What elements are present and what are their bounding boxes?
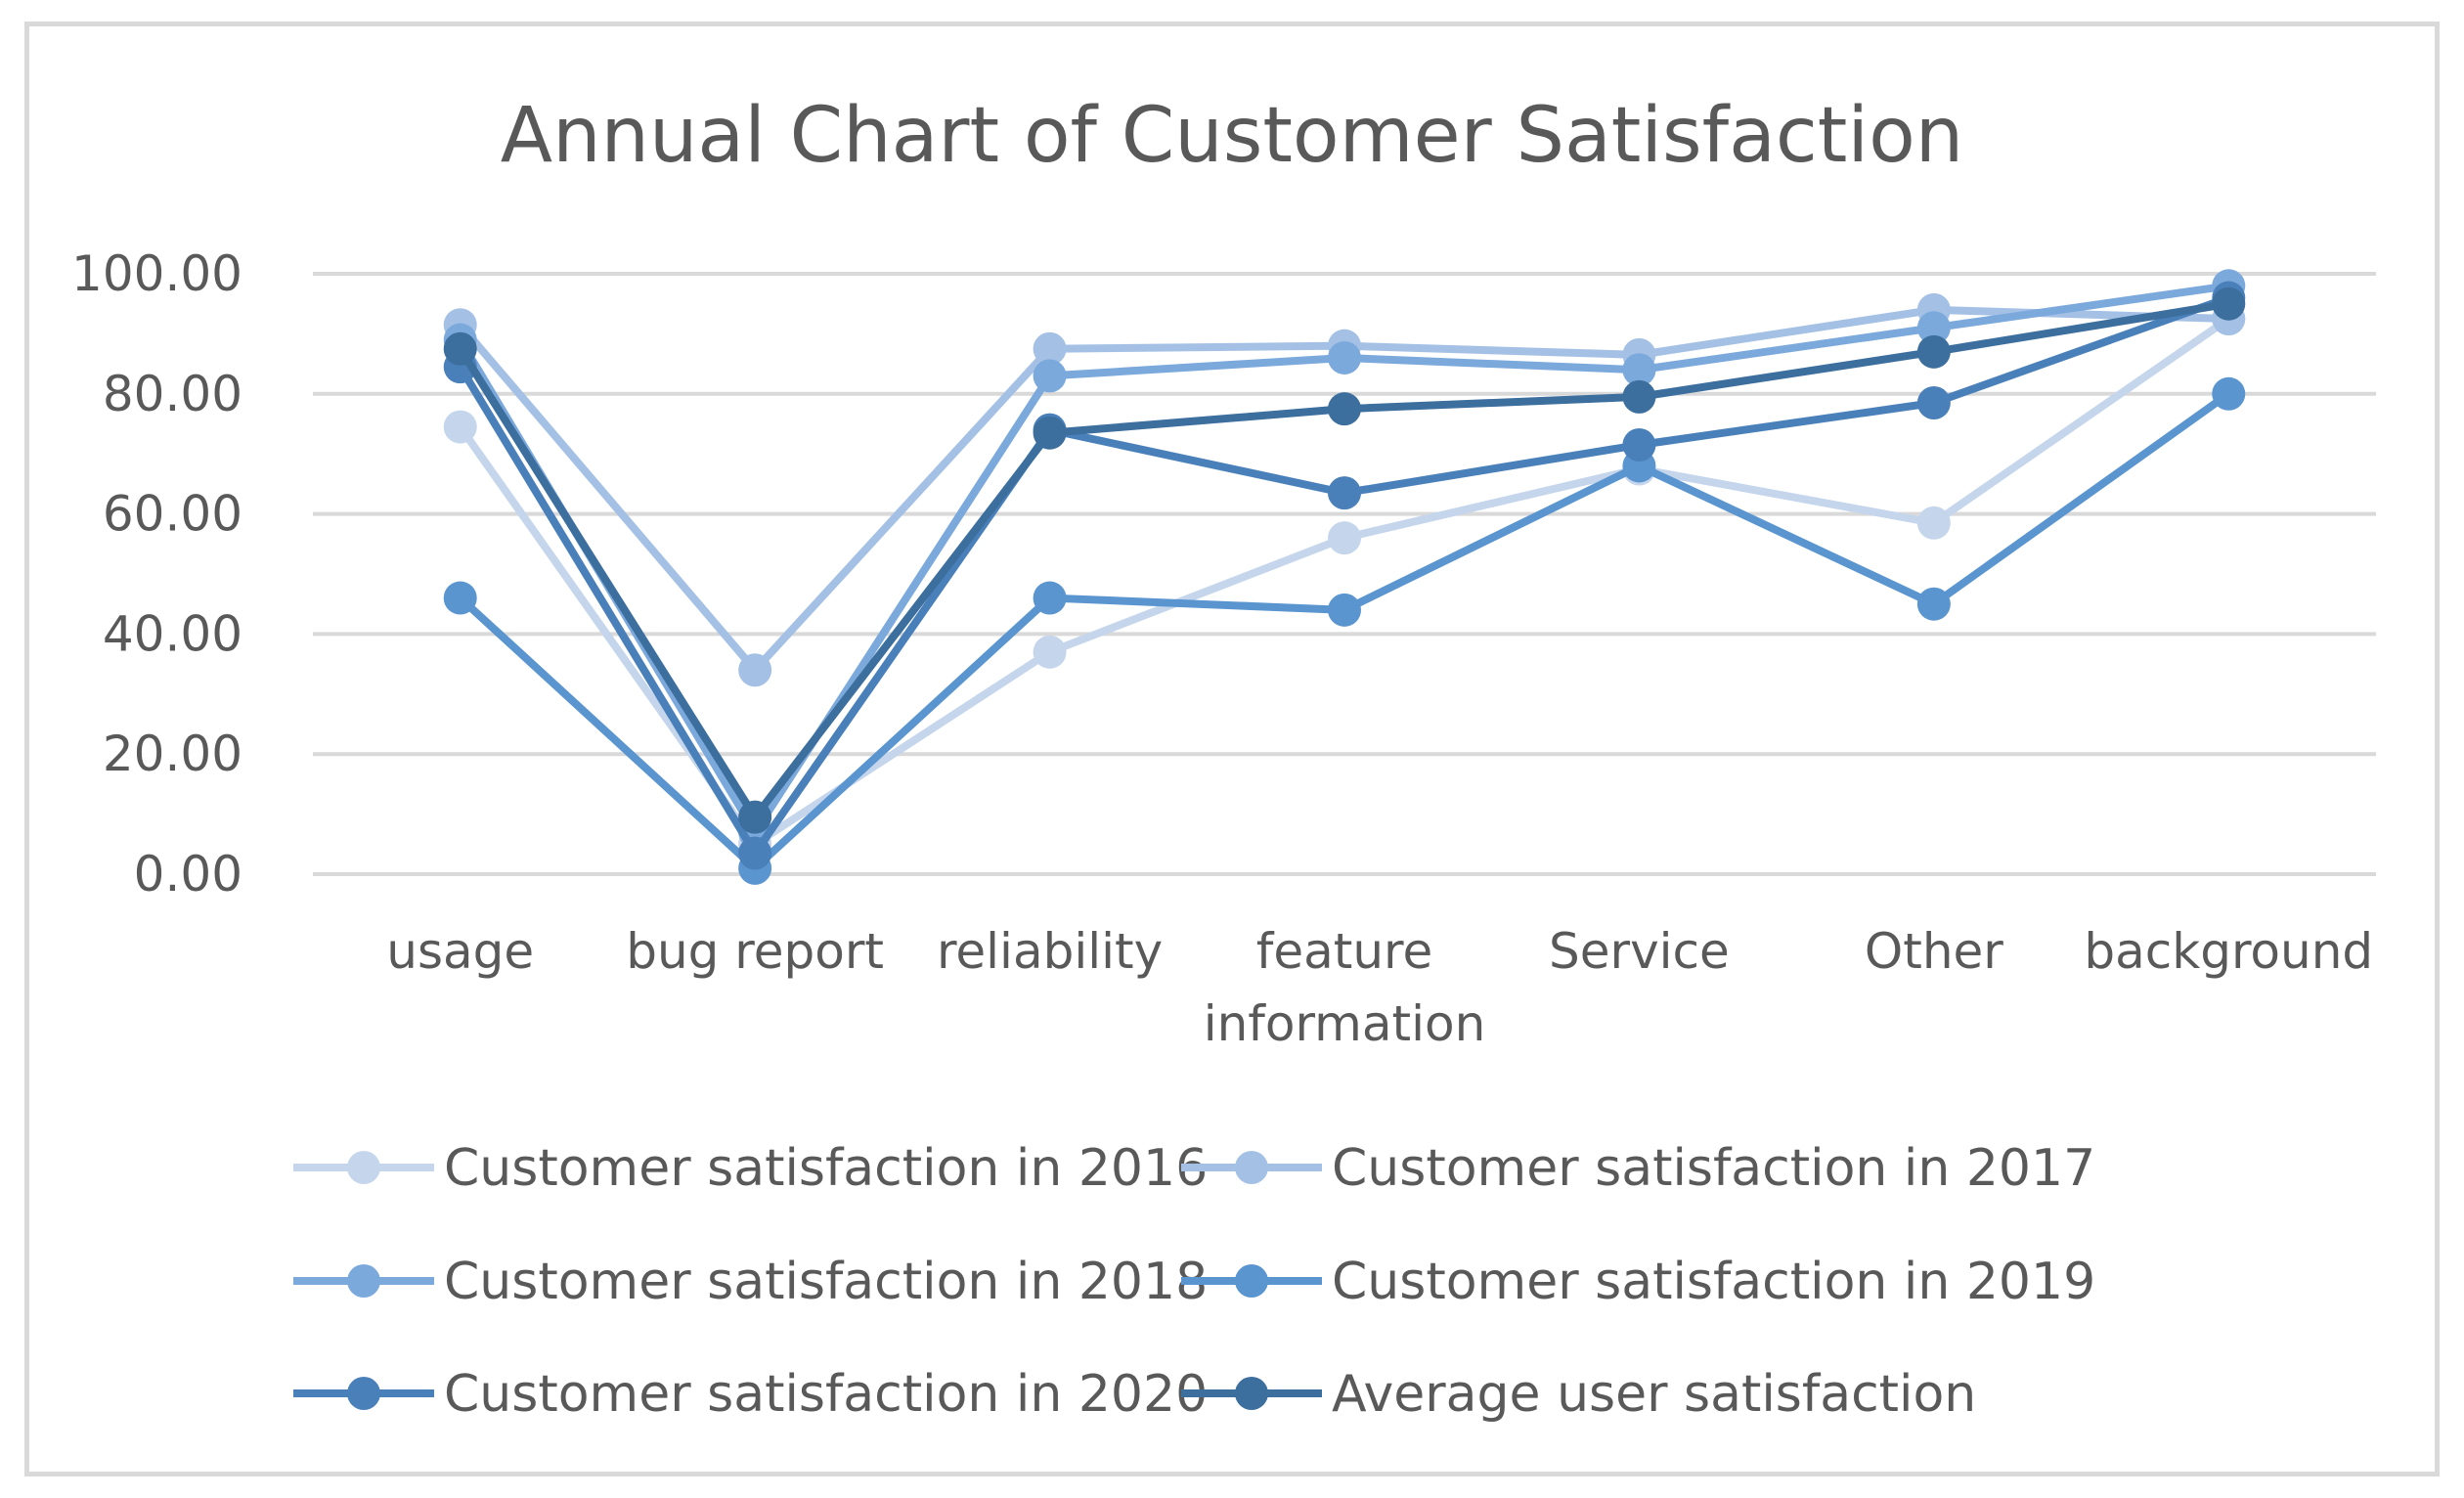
legend-marker — [1235, 1264, 1268, 1298]
legend-label: Customer satisfaction in 2016 — [444, 1139, 1208, 1198]
y-axis-ticks: 0.00 20.00 40.00 60.00 80.00 100.00 — [71, 245, 242, 903]
legend: Customer satisfaction in 2016 Customer sa… — [293, 1139, 2095, 1424]
legend-label: Customer satisfaction in 2019 — [1332, 1253, 2095, 1311]
x-tick-label: background — [2084, 923, 2373, 980]
legend-entry: Customer satisfaction in 2020 — [293, 1365, 1208, 1424]
data-point — [1328, 476, 1361, 510]
legend-entry: Customer satisfaction in 2019 — [1181, 1253, 2095, 1311]
data-point — [1033, 359, 1067, 393]
y-tick-label: 20.00 — [103, 726, 242, 782]
legend-marker — [347, 1151, 380, 1184]
legend-entry: Customer satisfaction in 2016 — [293, 1139, 1208, 1198]
data-point — [1328, 593, 1361, 627]
data-point — [1328, 392, 1361, 426]
data-point — [1916, 311, 1951, 345]
chart-frame: Annual Chart of Customer Satisfaction 0.… — [24, 22, 2440, 1476]
series-4 — [443, 376, 2246, 885]
data-point — [1622, 427, 1656, 462]
data-point — [1916, 386, 1951, 420]
x-tick-label: bug report — [626, 923, 884, 980]
y-tick-label: 0.00 — [134, 846, 242, 903]
data-point — [443, 410, 477, 444]
legend-entry: Customer satisfaction in 2017 — [1181, 1139, 2095, 1198]
y-tick-label: 40.00 — [103, 605, 242, 662]
data-point — [1622, 379, 1656, 414]
series-line — [457, 299, 2229, 821]
x-tick-label: Service — [1549, 923, 1730, 980]
data-point — [2212, 376, 2246, 411]
data-point — [1033, 416, 1067, 450]
data-point — [1916, 587, 1951, 621]
x-tick-label: reliability — [937, 923, 1163, 980]
legend-label: Customer satisfaction in 2018 — [444, 1253, 1208, 1311]
data-point — [1033, 581, 1067, 615]
x-axis-ticks: usage bug report reliability feature informa… — [386, 923, 2373, 1052]
data-point — [1916, 506, 1951, 540]
data-point — [738, 800, 772, 834]
data-point — [1328, 521, 1361, 555]
y-tick-label: 100.00 — [71, 245, 242, 302]
data-point — [1328, 340, 1361, 374]
data-point — [1916, 334, 1951, 369]
y-tick-label: 60.00 — [103, 486, 242, 543]
data-point — [1033, 331, 1067, 366]
legend-label: Customer satisfaction in 2017 — [1332, 1139, 2095, 1198]
legend-entry: Average user satisfaction — [1181, 1365, 1976, 1424]
data-point — [1033, 635, 1067, 669]
legend-label: Average user satisfaction — [1332, 1365, 1976, 1424]
data-point — [443, 331, 477, 366]
series-lines — [443, 269, 2246, 885]
legend-marker — [347, 1264, 380, 1298]
legend-label: Customer satisfaction in 2020 — [444, 1365, 1208, 1424]
x-tick-label: feature information — [1204, 923, 1486, 1052]
line-chart: Annual Chart of Customer Satisfaction 0.… — [71, 92, 2376, 1424]
data-point — [443, 581, 477, 615]
legend-entry: Customer satisfaction in 2018 — [293, 1253, 1208, 1311]
legend-marker — [1235, 1377, 1268, 1410]
series-6 — [443, 286, 2246, 834]
y-tick-label: 80.00 — [103, 366, 242, 422]
legend-marker — [1235, 1151, 1268, 1184]
chart-title: Annual Chart of Customer Satisfaction — [501, 92, 1963, 180]
legend-marker — [347, 1377, 380, 1410]
data-point — [2212, 286, 2246, 321]
data-point — [738, 653, 772, 687]
series-3 — [443, 269, 2246, 850]
data-point — [738, 836, 772, 870]
data-point — [1622, 353, 1656, 387]
x-tick-label: Other — [1865, 923, 2003, 980]
x-tick-label: usage — [386, 923, 534, 980]
